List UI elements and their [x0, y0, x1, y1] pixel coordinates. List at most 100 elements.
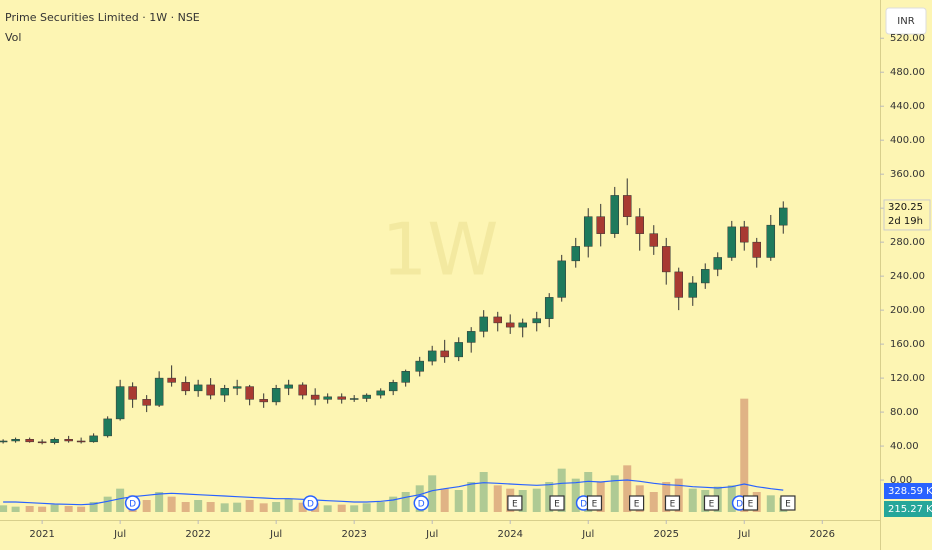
candle-body — [752, 241, 761, 258]
event-label: D — [736, 500, 743, 510]
candle-body — [740, 226, 749, 243]
candle-body — [271, 388, 281, 403]
y-tick-label: 80.00 — [890, 407, 919, 418]
y-tick-label: 0.00 — [890, 475, 912, 486]
y-tick-label: 440.00 — [890, 101, 925, 112]
volume-bar — [727, 485, 736, 512]
currency-button[interactable] — [885, 7, 927, 35]
candle-body — [479, 316, 488, 332]
volume-bar — [142, 500, 151, 512]
volume-bar — [64, 506, 73, 512]
earnings-marker — [742, 495, 759, 511]
event-label: E — [554, 500, 560, 510]
dividend-marker — [413, 495, 430, 511]
volume-bar — [259, 503, 268, 512]
volume-bar — [401, 492, 410, 512]
volume-bar — [584, 472, 593, 512]
candle-body — [89, 435, 98, 443]
earnings-marker — [628, 495, 645, 511]
candle-body — [518, 322, 527, 328]
currency[interactable]: INR — [897, 16, 914, 27]
candle-body — [128, 386, 137, 400]
x-tick-label: Jul — [113, 529, 126, 540]
volume-bar — [50, 504, 59, 512]
candle-body — [154, 377, 164, 406]
earnings-marker — [780, 495, 796, 511]
candle-body — [181, 382, 190, 392]
event-label: E — [592, 500, 598, 510]
volume-bar — [25, 506, 34, 512]
volume-bar — [337, 504, 346, 512]
candle-body — [505, 322, 515, 328]
volume-bar — [323, 505, 332, 512]
volume-bar — [350, 505, 359, 512]
candle-body — [64, 439, 73, 442]
y-tick-label: 360.00 — [890, 169, 925, 180]
candle-body — [415, 360, 424, 372]
y-tick-label: 280.00 — [890, 237, 925, 248]
event-label: D — [580, 500, 587, 510]
x-tick-label: 2021 — [29, 529, 54, 540]
candle-body — [167, 377, 176, 383]
candle-body — [310, 394, 320, 400]
volume-bar — [518, 490, 527, 512]
earnings-marker — [664, 495, 681, 511]
volume-bar — [532, 488, 541, 512]
y-tick-label: 520.00 — [890, 33, 925, 44]
candle-body — [571, 246, 580, 262]
volume-bar — [194, 500, 203, 512]
event-label: E — [512, 500, 518, 510]
volume-bar — [545, 482, 554, 512]
earnings-marker — [549, 495, 565, 511]
candle-body — [779, 207, 788, 226]
candle-body — [388, 382, 398, 392]
volume-bar — [220, 503, 229, 512]
x-tick-label: Jul — [425, 529, 438, 540]
event-label: E — [748, 500, 754, 510]
candle-body — [688, 282, 698, 298]
candle-body — [103, 418, 112, 437]
candle-body — [727, 226, 737, 258]
candle-body — [115, 386, 125, 420]
event-label: D — [129, 500, 136, 510]
volume-bar — [649, 492, 658, 512]
x-tick-label: 2022 — [185, 529, 210, 540]
last-volume-box — [884, 501, 932, 517]
volume-bar — [284, 498, 293, 512]
volume-title: Vol — [5, 31, 21, 44]
volume-bar — [376, 502, 385, 512]
candle-body — [206, 384, 215, 396]
chart-title: Prime Securities Limited · 1W · NSE — [5, 11, 200, 24]
volume-bar — [440, 488, 449, 512]
volume-bar — [557, 468, 566, 512]
candle-body — [427, 350, 437, 362]
volume-bar — [389, 496, 398, 512]
volume-bar — [181, 502, 190, 512]
volume-bar — [479, 472, 488, 512]
y-tick-label: 40.00 — [890, 441, 919, 452]
candle-body — [142, 399, 151, 406]
candle-body — [674, 271, 683, 298]
y-tick-label: 120.00 — [890, 373, 925, 384]
last-price-box — [883, 199, 931, 231]
volume-bar — [571, 478, 580, 512]
volume-bar — [674, 478, 683, 512]
volume-bar — [103, 496, 112, 512]
x-tick-label: 2025 — [654, 529, 679, 540]
candle-body — [596, 216, 605, 234]
candle-body — [220, 388, 229, 396]
volume-bar — [245, 500, 254, 512]
volume-bar — [740, 398, 749, 512]
event-label: E — [634, 500, 640, 510]
candle-body — [622, 195, 632, 217]
volume-bar — [233, 502, 242, 512]
event-label: E — [670, 500, 676, 510]
last-price: 320.25 — [888, 202, 923, 213]
candle-body — [284, 384, 293, 389]
volume-bar — [766, 495, 775, 512]
candle-body — [583, 216, 593, 247]
watermark: 1W — [382, 208, 499, 292]
